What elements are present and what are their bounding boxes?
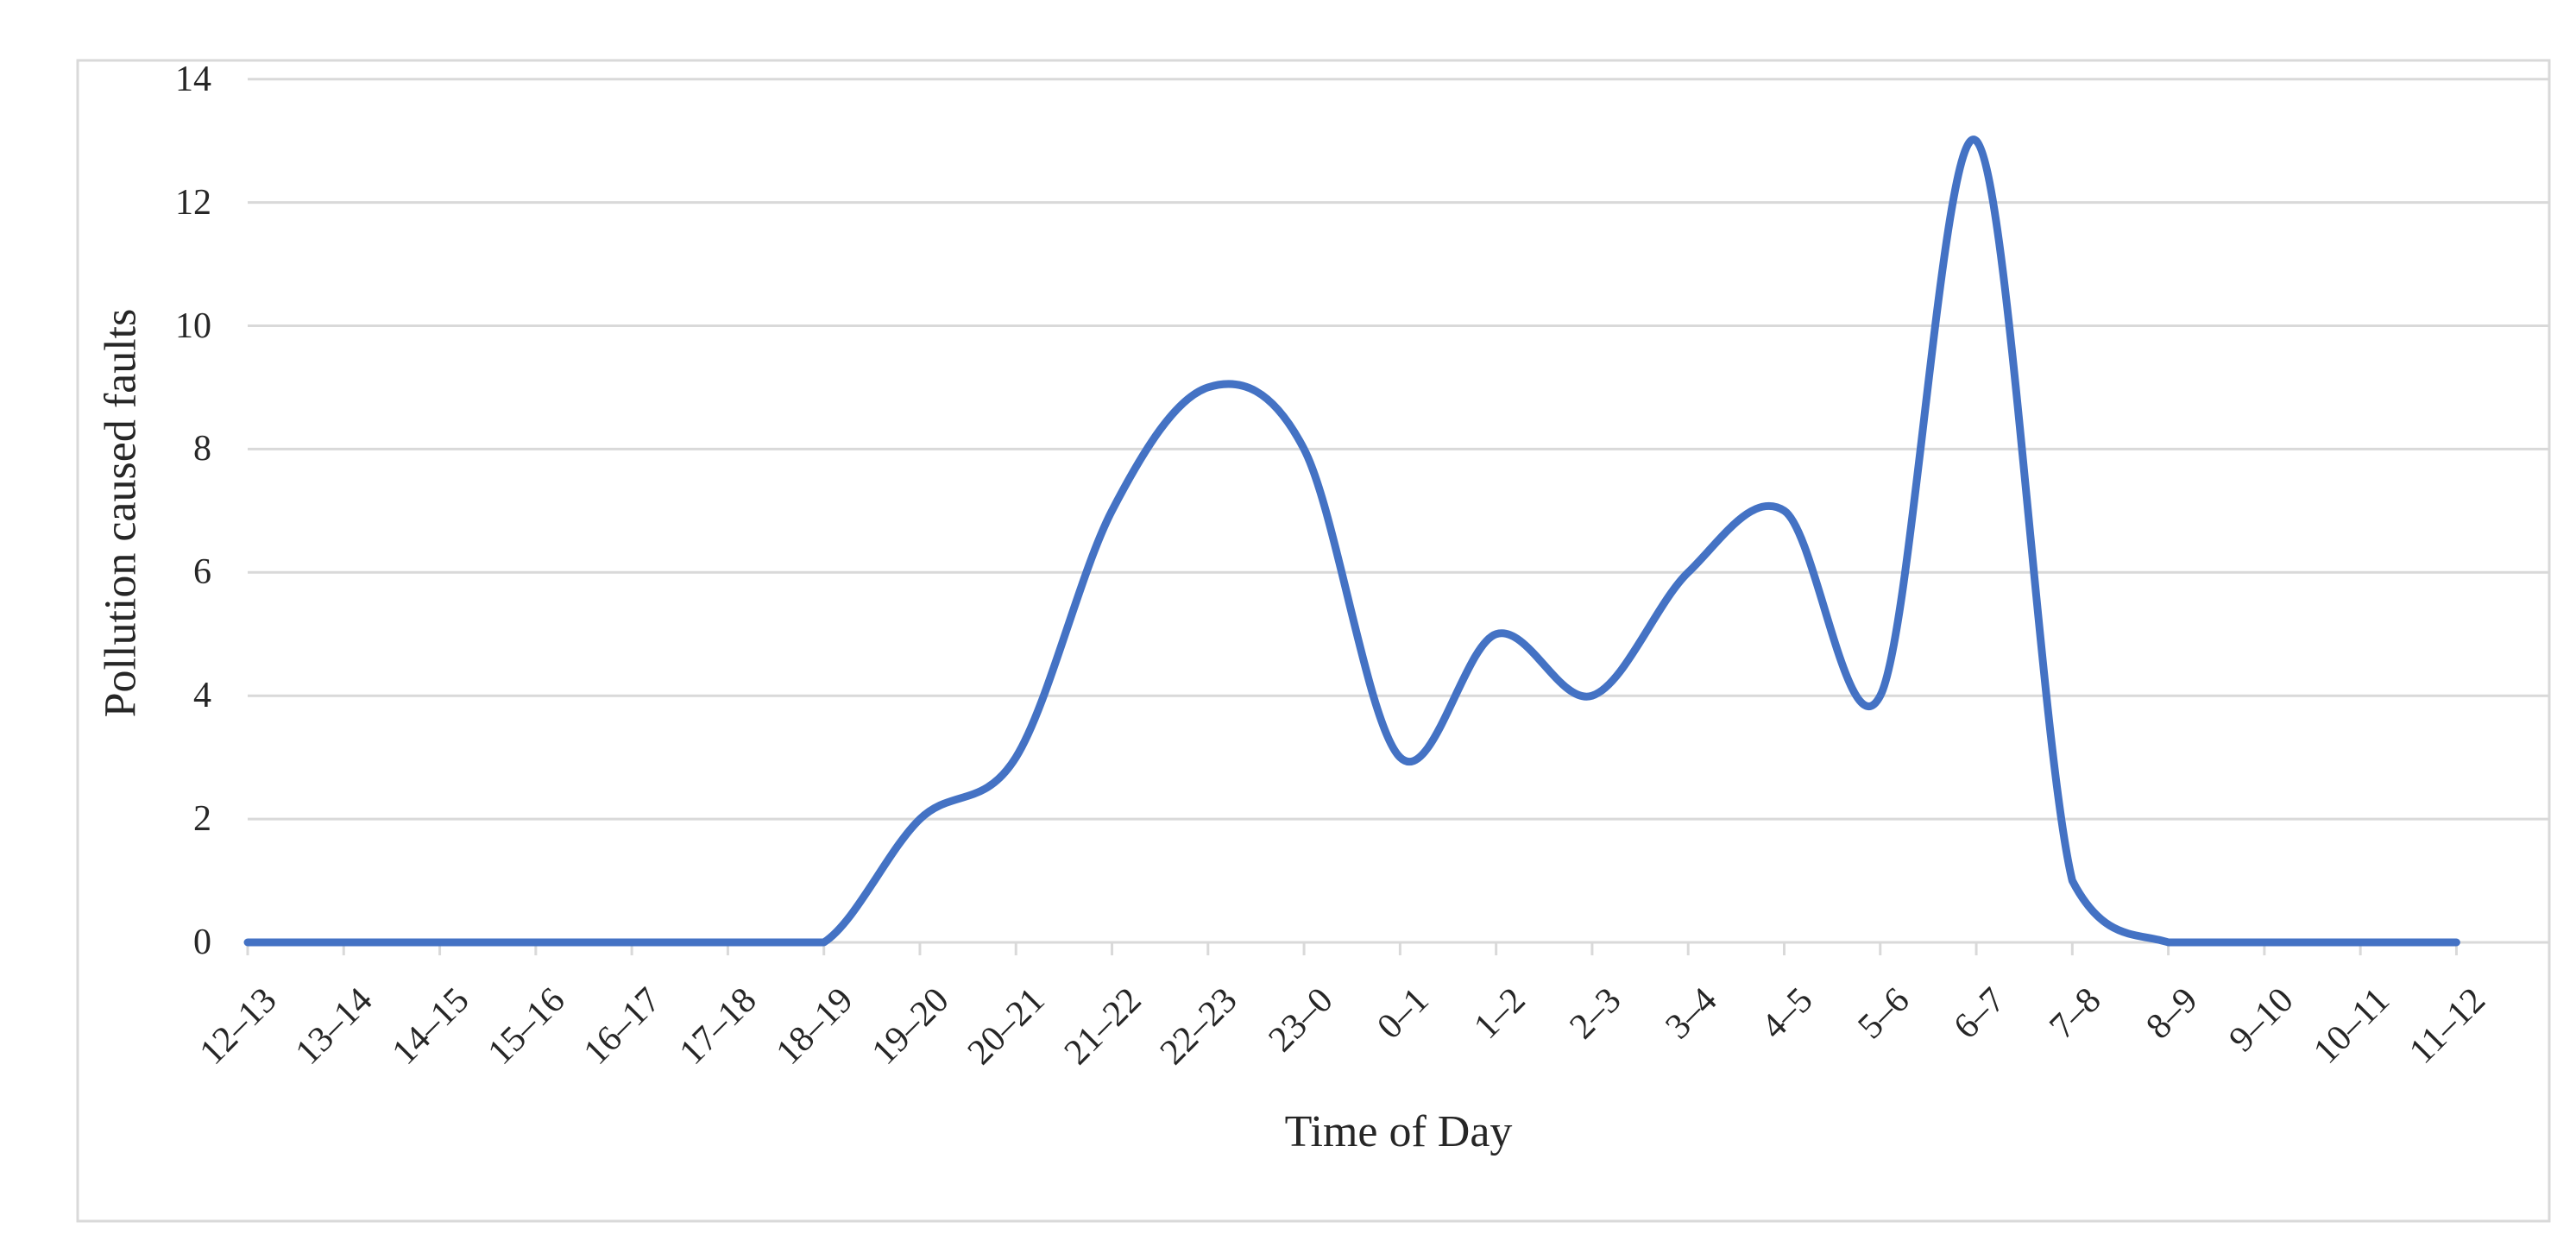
series-line-pollution-faults — [243, 135, 2460, 947]
y-tick-label-12: 12 — [175, 182, 211, 223]
y-tick-label-10: 10 — [175, 305, 211, 346]
x-axis-title: Time of Day — [1284, 1107, 1513, 1156]
y-tick-label-14: 14 — [175, 59, 211, 99]
y-tick-label-8: 8 — [193, 429, 211, 469]
y-tick-label-6: 6 — [193, 552, 211, 593]
chart-border — [76, 59, 2551, 1223]
y-tick-label-2: 2 — [193, 799, 211, 840]
y-gridlines — [248, 78, 2549, 821]
y-axis-title: Pollution caused faults — [96, 308, 146, 718]
y-tick-label-4: 4 — [193, 676, 211, 716]
y-tick-label-0: 0 — [193, 923, 211, 962]
